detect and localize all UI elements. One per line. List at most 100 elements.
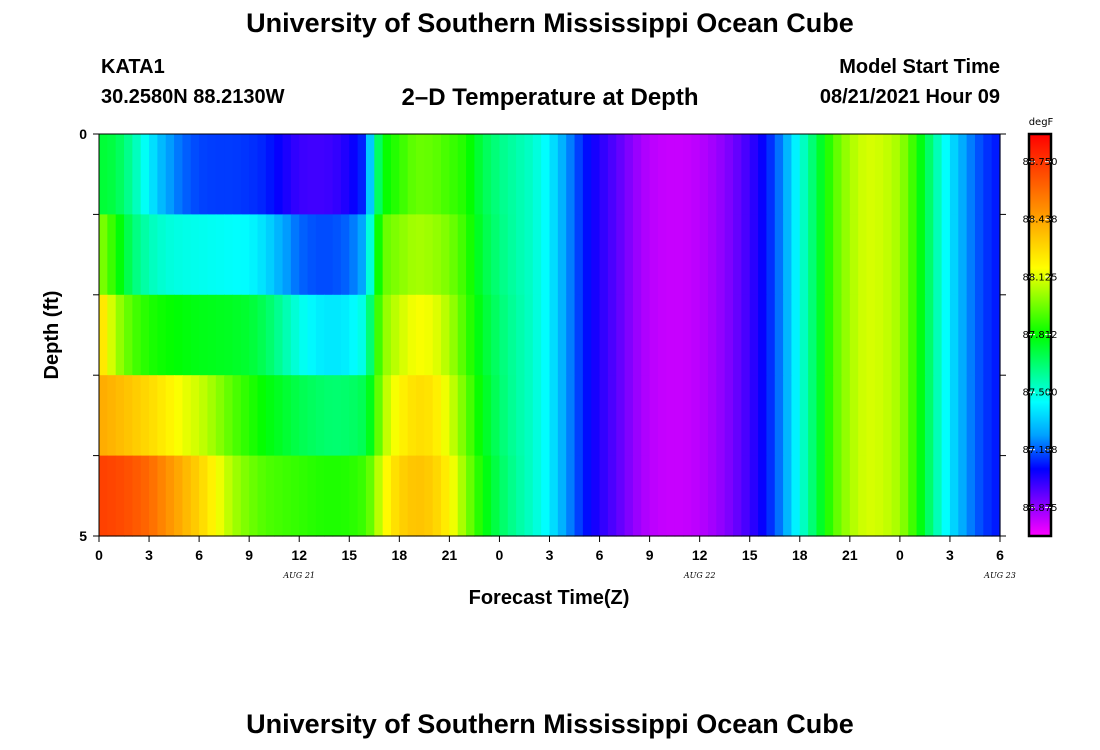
heatmap-cell-layer-2 xyxy=(282,294,292,376)
heatmap-cell-layer-1 xyxy=(607,214,617,296)
footer-title: University of Southern Mississippi Ocean… xyxy=(246,709,854,739)
heatmap-cell-layer-2 xyxy=(591,294,601,376)
heatmap-cell-layer-0 xyxy=(891,134,901,215)
heatmap-cell-layer-4 xyxy=(699,455,709,537)
heatmap-cell-layer-4 xyxy=(232,455,242,537)
heatmap-cell-layer-1 xyxy=(324,214,334,296)
heatmap-cell-layer-3 xyxy=(516,375,526,457)
heatmap-cell-layer-3 xyxy=(933,375,943,457)
heatmap-cell-layer-2 xyxy=(99,294,108,376)
heatmap-cell-layer-2 xyxy=(933,294,943,376)
heatmap-cell-layer-3 xyxy=(249,375,259,457)
heatmap-cell-layer-1 xyxy=(841,214,851,296)
heatmap-cell-layer-1 xyxy=(791,214,801,296)
heatmap-cell-layer-4 xyxy=(182,455,192,537)
heatmap-cell-layer-2 xyxy=(599,294,609,376)
heatmap-cell-layer-0 xyxy=(290,134,300,215)
heatmap-cell-layer-2 xyxy=(674,294,684,376)
heatmap-cell-layer-0 xyxy=(908,134,918,215)
heatmap-cell-layer-0 xyxy=(107,134,117,215)
heatmap-cell-layer-4 xyxy=(407,455,417,537)
heatmap-cell-layer-2 xyxy=(332,294,342,376)
heatmap-cell-layer-0 xyxy=(541,134,551,215)
heatmap-cell-layer-4 xyxy=(958,455,968,537)
heatmap-cell-layer-4 xyxy=(991,455,1001,537)
heatmap-cell-layer-4 xyxy=(432,455,442,537)
heatmap-cell-layer-3 xyxy=(290,375,300,457)
heatmap-cell-layer-4 xyxy=(549,455,559,537)
heatmap-cell-layer-4 xyxy=(207,455,217,537)
heatmap-cell-layer-0 xyxy=(866,134,876,215)
heatmap-cell-layer-3 xyxy=(257,375,267,457)
heatmap-cell-layer-3 xyxy=(307,375,317,457)
heatmap-cell-layer-1 xyxy=(874,214,884,296)
heatmap-cell-layer-2 xyxy=(441,294,450,376)
heatmap-cell-layer-1 xyxy=(524,214,534,296)
heatmap-cell-layer-0 xyxy=(632,134,642,215)
heatmap-cell-layer-4 xyxy=(215,455,225,537)
colorbar-label: 87.188 xyxy=(1023,445,1058,456)
heatmap-cell-layer-2 xyxy=(666,294,676,376)
heatmap-cell-layer-0 xyxy=(682,134,692,215)
heatmap-cell-layer-1 xyxy=(115,214,125,296)
heatmap-cell-layer-0 xyxy=(549,134,559,215)
heatmap-cell-layer-3 xyxy=(265,375,275,457)
heatmap-cell-layer-3 xyxy=(666,375,676,457)
heatmap-cell-layer-4 xyxy=(224,455,234,537)
heatmap-cell-layer-0 xyxy=(582,134,592,215)
heatmap-cell-layer-4 xyxy=(390,455,400,537)
heatmap-cell-layer-2 xyxy=(307,294,317,376)
heatmap-cell-layer-4 xyxy=(474,455,484,537)
heatmap-cell-layer-4 xyxy=(374,455,384,537)
heatmap-cell-layer-3 xyxy=(482,375,492,457)
heatmap-cell-layer-1 xyxy=(566,214,576,296)
heatmap-cell-layer-3 xyxy=(299,375,309,457)
heatmap-cell-layer-2 xyxy=(557,294,567,376)
heatmap-cell-layer-0 xyxy=(783,134,793,215)
heatmap-cell-layer-4 xyxy=(974,455,984,537)
heatmap-cell-layer-0 xyxy=(307,134,317,215)
heatmap-cell-layer-4 xyxy=(165,455,175,537)
heatmap-cell-layer-3 xyxy=(390,375,400,457)
heatmap-cell-layer-0 xyxy=(407,134,417,215)
heatmap-cell-layer-1 xyxy=(532,214,542,296)
heatmap-cell-layer-4 xyxy=(674,455,684,537)
heatmap-cell-layer-3 xyxy=(649,375,659,457)
heatmap-cell-layer-3 xyxy=(441,375,450,457)
heatmap-cell-layer-3 xyxy=(616,375,626,457)
heatmap-cell-layer-2 xyxy=(466,294,476,376)
heatmap-cell-layer-4 xyxy=(691,455,701,537)
heatmap-cell-layer-2 xyxy=(841,294,851,376)
y-tick-label: 5 xyxy=(79,528,87,544)
heatmap-cell-layer-1 xyxy=(949,214,959,296)
x-tick-label: 6 xyxy=(596,547,604,563)
heatmap-cell-layer-0 xyxy=(799,134,809,215)
heatmap-cell-layer-4 xyxy=(174,455,184,537)
heatmap-cell-layer-4 xyxy=(858,455,868,537)
heatmap-cell-layer-2 xyxy=(866,294,876,376)
heatmap-cell-layer-4 xyxy=(149,455,158,537)
heatmap-cell-layer-0 xyxy=(382,134,392,215)
heatmap-cell-layer-1 xyxy=(816,214,826,296)
heatmap-cell-layer-4 xyxy=(749,455,759,537)
heatmap-cell-layer-1 xyxy=(282,214,292,296)
heatmap-cell-layer-1 xyxy=(641,214,651,296)
heatmap-cell-layer-3 xyxy=(949,375,959,457)
heatmap-cell-layer-2 xyxy=(741,294,751,376)
heatmap-cell-layer-1 xyxy=(774,214,784,296)
heatmap-cell-layer-2 xyxy=(991,294,1001,376)
x-tick-label: 6 xyxy=(195,547,203,563)
heatmap-cell-layer-1 xyxy=(491,214,501,296)
heatmap-cell-layer-1 xyxy=(457,214,467,296)
heatmap-cell-layer-4 xyxy=(933,455,943,537)
heatmap-cell-layer-4 xyxy=(641,455,651,537)
heatmap-cell-layer-1 xyxy=(799,214,809,296)
heatmap-cell-layer-4 xyxy=(307,455,317,537)
heatmap-cell-layer-2 xyxy=(407,294,417,376)
heatmap-cell-layer-1 xyxy=(674,214,684,296)
heatmap-cell-layer-0 xyxy=(482,134,492,215)
heatmap-cell-layer-1 xyxy=(199,214,209,296)
heatmap-cell-layer-1 xyxy=(507,214,517,296)
heatmap-cell-layer-4 xyxy=(299,455,309,537)
heatmap-cell-layer-0 xyxy=(691,134,701,215)
